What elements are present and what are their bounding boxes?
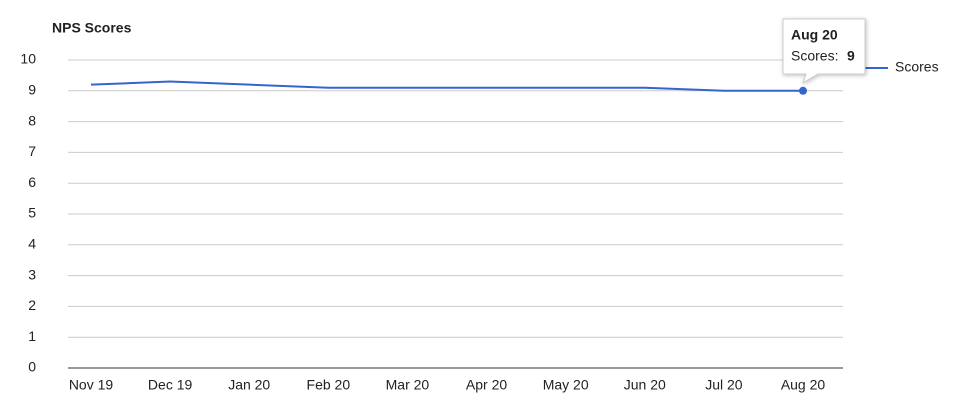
y-tick-label: 3: [28, 266, 36, 282]
x-tick-label: Aug 20: [781, 377, 826, 393]
tooltip-title: Aug 20: [791, 27, 838, 43]
y-tick-label: 2: [28, 297, 36, 313]
y-tick-label: 10: [20, 51, 36, 67]
y-tick-label: 0: [28, 359, 36, 375]
x-tick-label: Jun 20: [624, 377, 666, 393]
x-tick-label: Mar 20: [386, 377, 430, 393]
tooltip-value: 9: [847, 48, 855, 64]
legend-label: Scores: [895, 59, 939, 75]
x-tick-label: Jan 20: [228, 377, 270, 393]
tooltip-label: Scores:: [791, 48, 838, 64]
x-tick-label: May 20: [543, 377, 589, 393]
y-tick-label: 7: [28, 143, 36, 159]
y-tick-label: 1: [28, 328, 36, 344]
y-tick-label: 8: [28, 112, 36, 128]
x-tick-label: Apr 20: [466, 377, 507, 393]
x-tick-label: Feb 20: [307, 377, 351, 393]
tooltip-box: [782, 18, 866, 84]
series-line: [90, 80, 803, 92]
x-tick-label: Nov 19: [69, 377, 114, 393]
y-tick-label: 5: [28, 205, 36, 221]
hover-point: [799, 86, 807, 95]
y-tick-label: 9: [28, 82, 36, 98]
y-tick-label: 6: [28, 174, 36, 190]
tooltip: Aug 20 Scores: 9: [782, 18, 866, 84]
chart-title: NPS Scores: [52, 20, 132, 36]
x-tick-label: Jul 20: [705, 377, 743, 393]
y-tick-label: 4: [28, 236, 36, 252]
x-tick-label: Dec 19: [148, 377, 193, 393]
